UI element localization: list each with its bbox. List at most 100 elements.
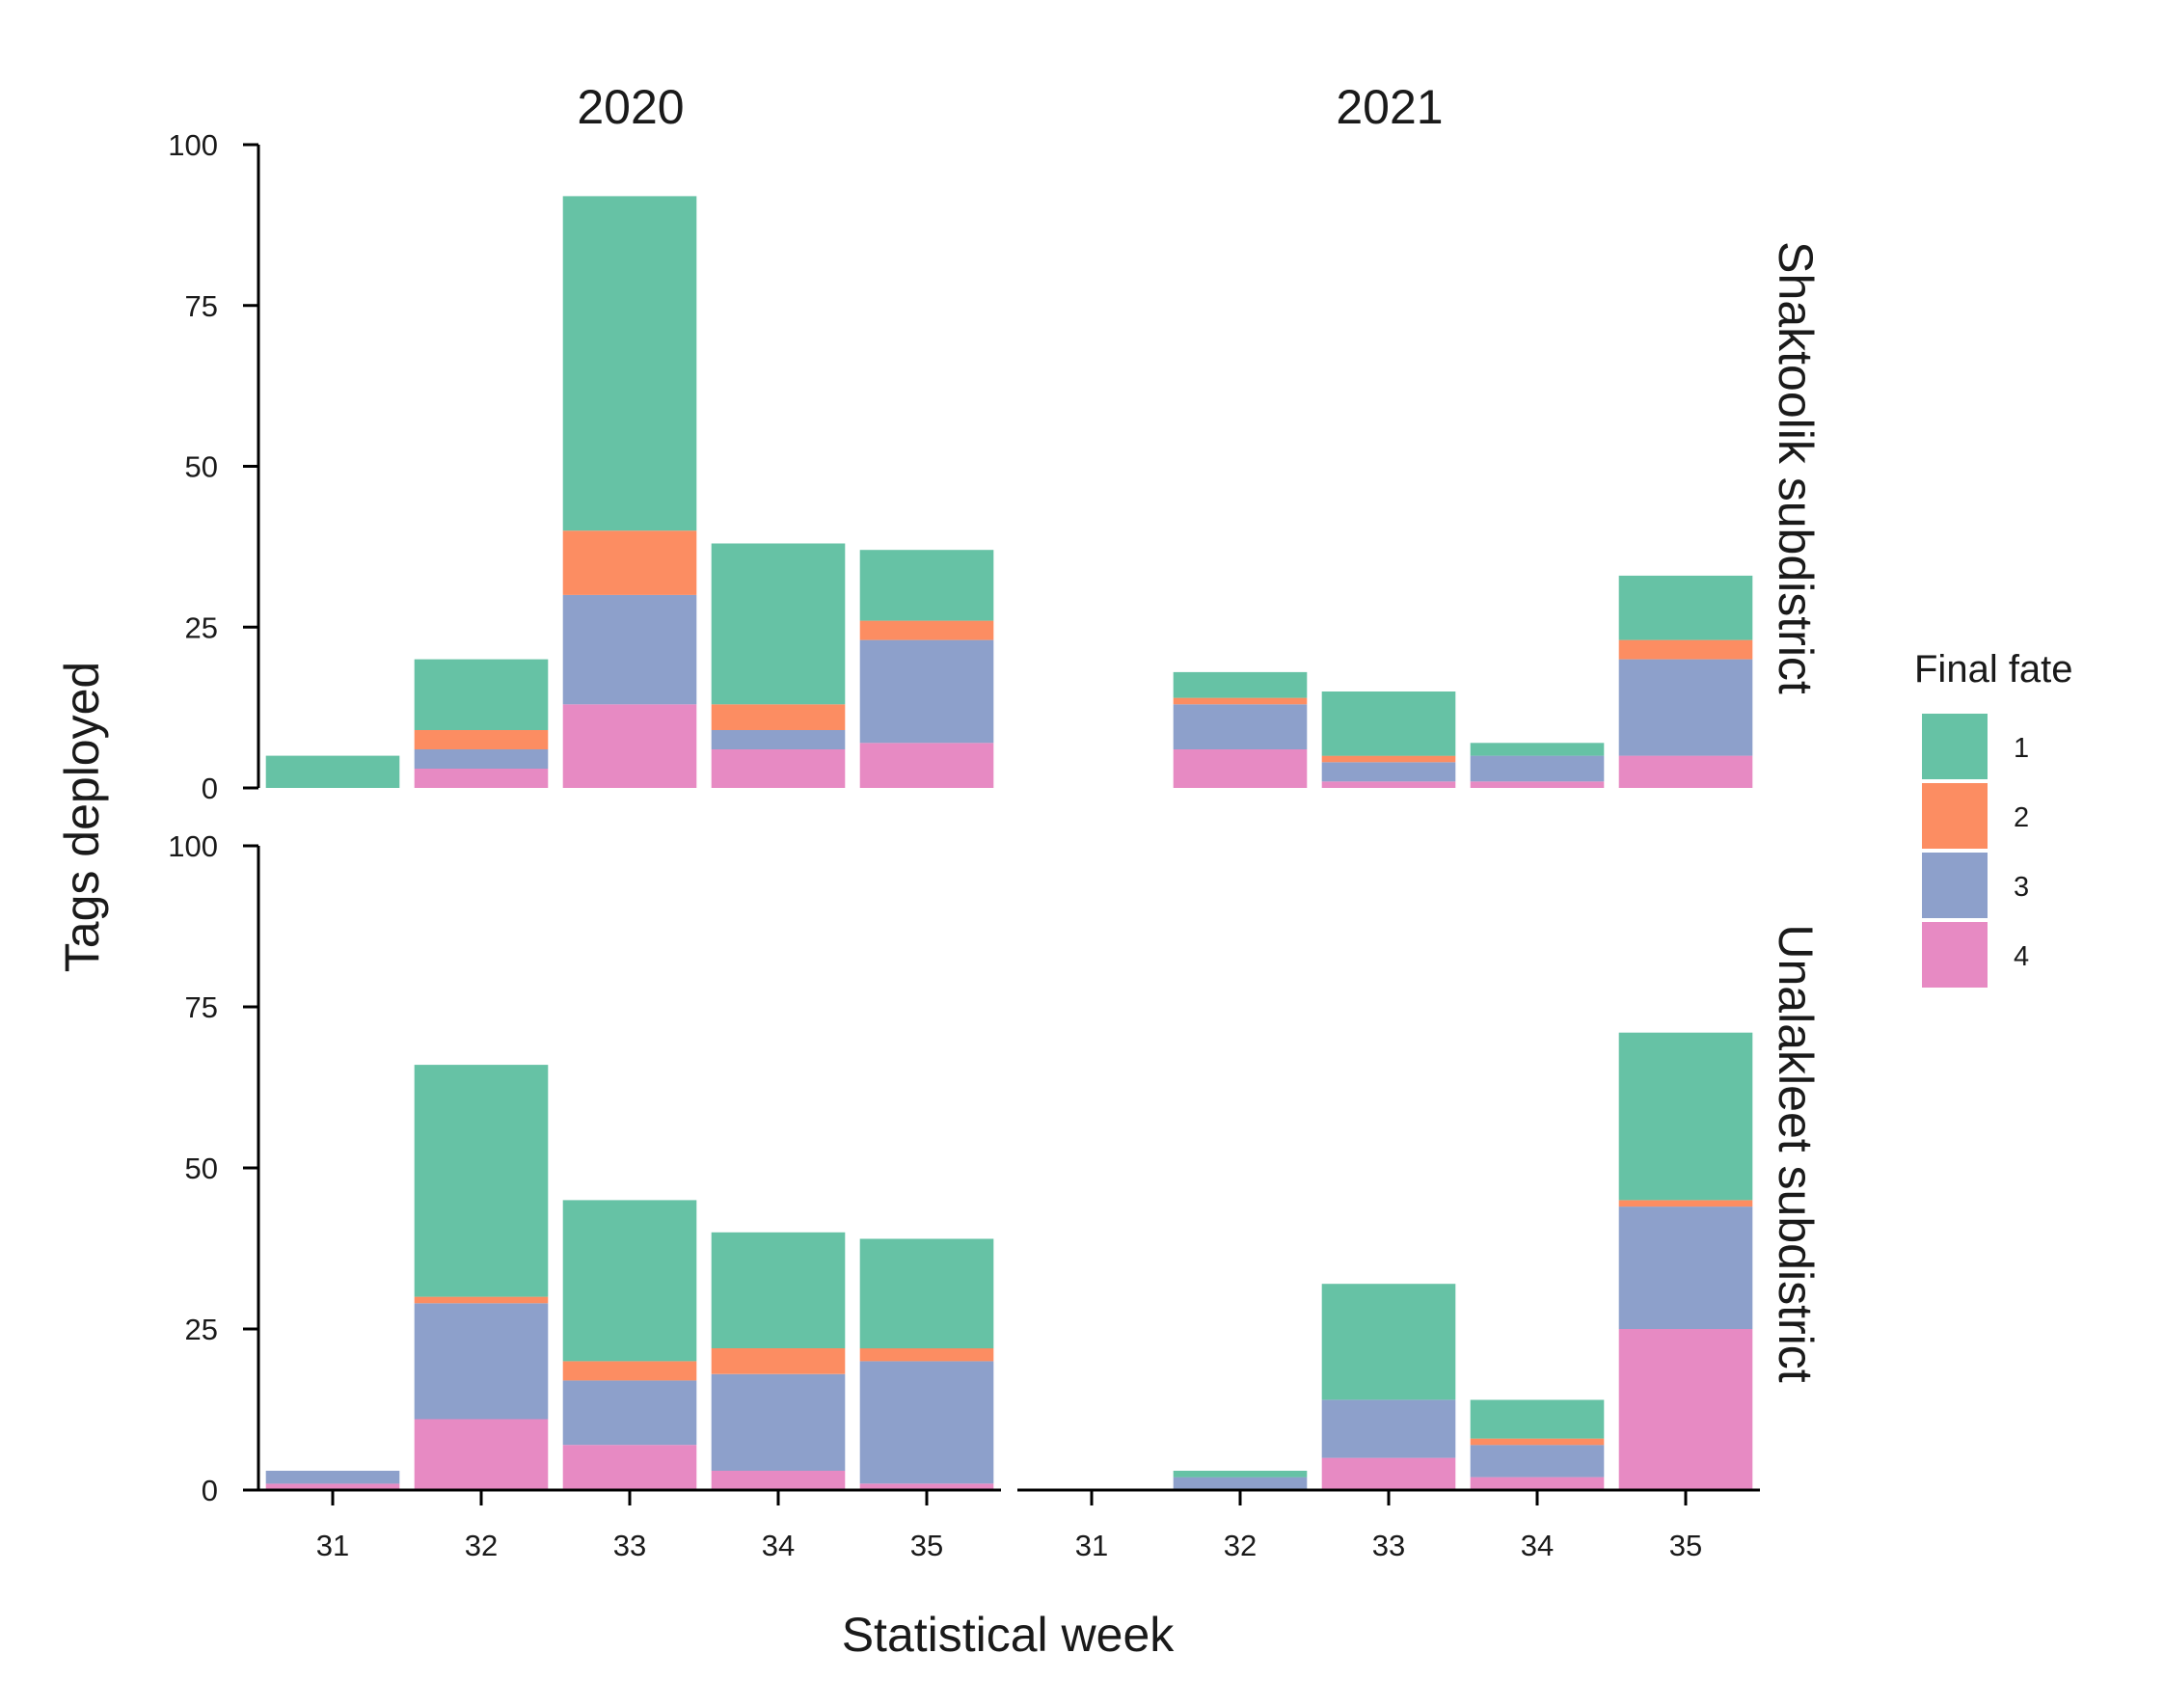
bar-segment	[711, 730, 846, 749]
bar-segment	[1618, 1329, 1753, 1490]
legend-swatch	[1922, 783, 1988, 849]
panel	[265, 196, 994, 788]
axes-layer: 0 25 50 75 100 0 25 50 75 100 31 32 33 34 35 31 32 33 34 35	[168, 128, 1760, 1562]
x-tick-label: 32	[465, 1529, 498, 1562]
legend-label: 2	[2014, 802, 2029, 833]
x-tick-label: 35	[910, 1529, 943, 1562]
bar-segment	[711, 1348, 846, 1374]
legend-label: 1	[2014, 733, 2029, 764]
row-strip-label: Shaktoolik subdistrict	[1769, 241, 1823, 694]
bar-segment	[1618, 755, 1753, 788]
bar-segment	[1470, 1399, 1605, 1439]
label-layer: 2020 2021 Shaktoolik subdistrict Unalakl…	[55, 80, 1823, 1662]
panel	[1173, 575, 1753, 788]
bar-segment	[1618, 1206, 1753, 1329]
bar-segment	[414, 1419, 549, 1490]
legend-title: Final fate	[1914, 648, 2073, 691]
bar-segment	[1321, 781, 1456, 788]
bar-segment	[1321, 1284, 1456, 1400]
bar-segment	[562, 594, 697, 705]
bar-segment	[265, 755, 400, 788]
legend-swatch	[1922, 714, 1988, 779]
bar-segment	[1173, 671, 1308, 698]
bar-segment	[1321, 762, 1456, 782]
y-tick-label: 100	[168, 829, 218, 863]
x-tick-label: 34	[1521, 1529, 1554, 1562]
bar-segment	[711, 1471, 846, 1490]
legend: Final fate 1 2 3 4	[1914, 648, 2073, 988]
y-tick-label: 50	[185, 1152, 218, 1185]
panel	[265, 1065, 994, 1490]
bar-segment	[711, 704, 846, 730]
x-tick-label: 33	[1372, 1529, 1405, 1562]
bar-segment	[562, 1380, 697, 1446]
bar-segment	[1470, 1445, 1605, 1478]
bar-segment	[562, 1361, 697, 1381]
bar-segment	[1321, 1457, 1456, 1490]
bar-segment	[414, 659, 549, 730]
bar-segment	[1470, 755, 1605, 782]
legend-swatch	[1922, 922, 1988, 988]
bar-segment	[859, 620, 994, 640]
x-axis-title: Statistical week	[842, 1608, 1176, 1662]
bar-segment	[1173, 1471, 1308, 1478]
x-tick-label: 31	[316, 1529, 349, 1562]
bar-segment	[1618, 1200, 1753, 1207]
bar-segment	[859, 743, 994, 788]
y-axis-title: Tags deployed	[55, 662, 109, 972]
bar-segment	[265, 1483, 400, 1490]
bar-segment	[414, 1303, 549, 1420]
bar-segment	[414, 749, 549, 769]
bar-segment	[1618, 659, 1753, 756]
y-tick-label: 25	[185, 610, 218, 644]
bar-segment	[1470, 1477, 1605, 1490]
bar-segment	[711, 543, 846, 705]
bar-segment	[414, 769, 549, 788]
column-strip-label: 2020	[577, 80, 684, 134]
x-tick-label: 33	[613, 1529, 646, 1562]
bar-segment	[265, 1471, 400, 1484]
legend-label: 4	[2014, 941, 2029, 972]
row-strip-label: Unalakleet subdistrict	[1769, 924, 1823, 1382]
y-tick-label: 100	[168, 128, 218, 162]
bar-segment	[859, 639, 994, 744]
bar-segment	[1173, 749, 1308, 788]
x-tick-label: 32	[1224, 1529, 1257, 1562]
bar-segment	[1173, 697, 1308, 705]
legend-swatch	[1922, 853, 1988, 918]
panel	[1173, 1032, 1753, 1490]
bar-segment	[711, 749, 846, 788]
y-tick-label: 0	[202, 772, 218, 805]
bar-segment	[1321, 1399, 1456, 1458]
bar-segment	[859, 1483, 994, 1490]
y-tick-label: 25	[185, 1313, 218, 1346]
bar-segment	[562, 704, 697, 788]
bar-segment	[562, 530, 697, 595]
bar-segment	[859, 1348, 994, 1362]
bar-segment	[414, 1296, 549, 1304]
bar-segment	[1321, 755, 1456, 763]
bar-segment	[414, 730, 549, 749]
bar-segment	[711, 1232, 846, 1348]
bar-segment	[1321, 691, 1456, 756]
y-tick-label: 75	[185, 990, 218, 1024]
x-tick-label: 35	[1669, 1529, 1702, 1562]
bar-segment	[414, 1065, 549, 1297]
bar-segment	[1173, 1477, 1308, 1490]
bar-segment	[562, 196, 697, 531]
bar-segment	[859, 1238, 994, 1349]
y-tick-label: 75	[185, 289, 218, 323]
bar-layer	[265, 196, 1753, 1490]
bar-segment	[859, 1361, 994, 1484]
x-tick-label: 31	[1075, 1529, 1108, 1562]
bar-segment	[1470, 781, 1605, 788]
bar-segment	[562, 1200, 697, 1362]
bar-segment	[1470, 1438, 1605, 1446]
bar-segment	[1618, 1032, 1753, 1201]
bar-segment	[1470, 743, 1605, 756]
bar-segment	[1618, 575, 1753, 640]
legend-label: 3	[2014, 872, 2029, 903]
x-tick-label: 34	[762, 1529, 795, 1562]
bar-segment	[1173, 704, 1308, 749]
y-tick-label: 0	[202, 1474, 218, 1507]
